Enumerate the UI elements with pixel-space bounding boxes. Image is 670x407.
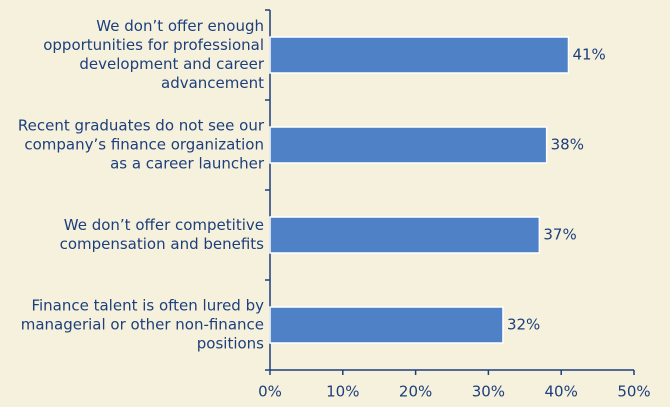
value-label: 38% xyxy=(551,136,584,154)
x-tick-label: 30% xyxy=(472,383,505,401)
value-label: 41% xyxy=(572,46,605,64)
bar xyxy=(269,216,541,254)
bar xyxy=(269,306,504,344)
bar xyxy=(269,126,548,164)
category-label: Finance talent is often lured by manager… xyxy=(20,296,264,353)
x-tick-label: 40% xyxy=(545,383,578,401)
bar xyxy=(269,36,570,74)
category-label: We don’t offer enough opportunities for … xyxy=(43,17,264,92)
x-tick-label: 10% xyxy=(326,383,359,401)
category-label: We don’t offer competitive compensation … xyxy=(59,216,264,253)
x-tick-label: 20% xyxy=(399,383,432,401)
x-tick-label: 0% xyxy=(258,383,282,401)
value-label: 37% xyxy=(543,226,576,244)
x-tick-label: 50% xyxy=(617,383,650,401)
value-label: 32% xyxy=(507,316,540,334)
category-label: Recent graduates do not see our company’… xyxy=(17,116,264,173)
